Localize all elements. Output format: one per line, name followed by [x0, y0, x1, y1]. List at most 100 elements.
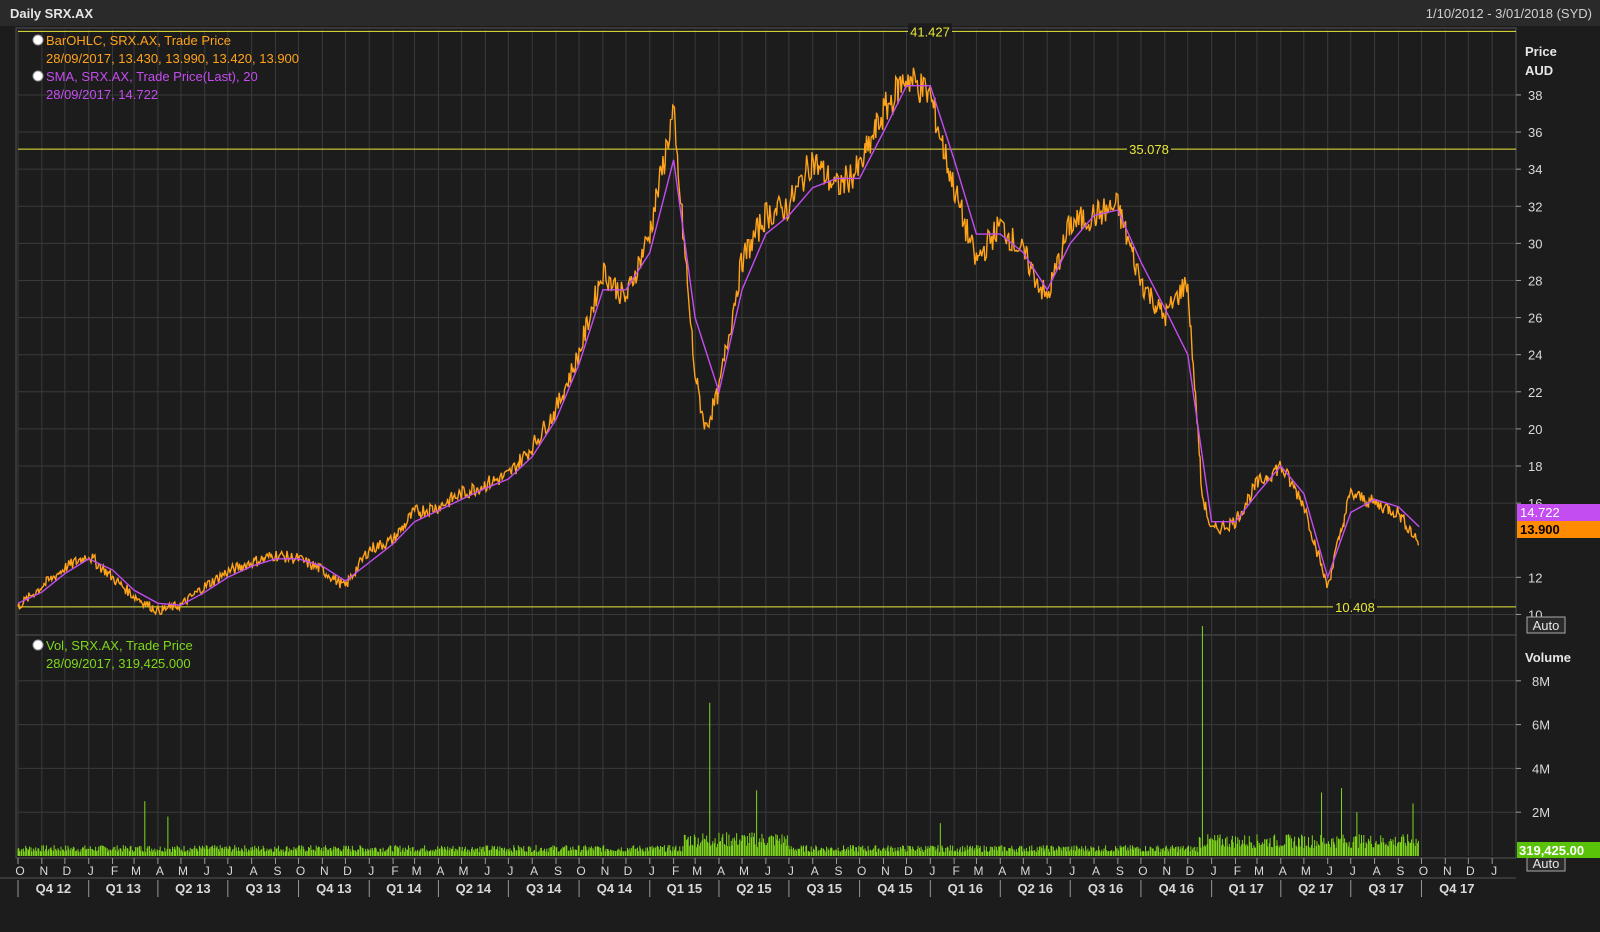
month-tick-label: A: [530, 864, 538, 878]
month-tick-label: O: [857, 864, 866, 878]
volume-bars: [17, 626, 1419, 856]
legend-toggle-icon[interactable]: [32, 639, 44, 651]
vol-legend-line1: Vol, SRX.AX, Trade Price: [46, 638, 193, 653]
reference-lines: 41.427 35.078 10.408: [18, 23, 1516, 615]
month-tick-label: F: [672, 864, 679, 878]
date-range: 1/10/2012 - 3/01/2018 (SYD): [1426, 6, 1592, 21]
quarter-tick-label: Q2 14: [456, 881, 492, 896]
month-tick-label: F: [1234, 864, 1241, 878]
month-tick-label: A: [1373, 864, 1381, 878]
quarter-tick-label: Q1 15: [667, 881, 702, 896]
month-tick-label: J: [88, 864, 94, 878]
month-tick-label: A: [811, 864, 819, 878]
sma-legend[interactable]: SMA, SRX.AX, Trade Price(Last), 20 28/09…: [32, 69, 258, 102]
price-tick-label: 20: [1528, 422, 1542, 437]
month-tick-label: M: [1254, 864, 1264, 878]
month-tick-label: A: [436, 864, 444, 878]
price-tick-label: 32: [1528, 199, 1542, 214]
quarter-tick-label: Q4 12: [36, 881, 71, 896]
price-axis-unit: AUD: [1525, 63, 1553, 78]
month-tick-label: J: [649, 864, 655, 878]
reference-label: 41.427: [910, 24, 950, 39]
month-tick-label: J: [204, 864, 210, 878]
reference-label-bg: [1127, 141, 1171, 157]
quarter-tick-label: Q3 15: [807, 881, 842, 896]
month-tick-label: A: [156, 864, 164, 878]
legend-toggle-icon[interactable]: [32, 34, 44, 46]
price-series-line: [17, 67, 1420, 616]
month-tick-label: M: [458, 864, 468, 878]
month-tick-label: J: [1046, 864, 1052, 878]
month-tick-label: D: [1466, 864, 1475, 878]
volume-tick-label: 2M: [1532, 805, 1550, 820]
sma-last-tag: 14.722: [1517, 504, 1600, 521]
quarter-tick-label: Q3 14: [526, 881, 562, 896]
reference-label-bg: [1333, 598, 1377, 614]
quarter-tick-label: Q3 16: [1088, 881, 1123, 896]
volume-auto-label: Auto: [1533, 856, 1560, 871]
sma-legend-line1: SMA, SRX.AX, Trade Price(Last), 20: [46, 69, 258, 84]
quarter-tick-label: Q2 13: [175, 881, 210, 896]
quarter-tick-label: Q3 17: [1368, 881, 1403, 896]
month-tick-label: N: [39, 864, 48, 878]
quarter-tick-label: Q2 17: [1298, 881, 1333, 896]
vol-legend-line2: 28/09/2017, 319,425.000: [46, 656, 191, 671]
reference-label-bg: [908, 23, 952, 39]
quarter-tick-label: Q4 17: [1439, 881, 1474, 896]
month-tick-label: A: [998, 864, 1006, 878]
month-tick-label: N: [1162, 864, 1171, 878]
quarter-tick-label: Q2 16: [1018, 881, 1053, 896]
header-bar: [0, 0, 1600, 26]
bar-legend-line1: BarOHLC, SRX.AX, Trade Price: [46, 33, 231, 48]
quarter-tick-label: Q4 16: [1159, 881, 1194, 896]
volume-tick-label: 8M: [1532, 674, 1550, 689]
month-tick-label: O: [576, 864, 585, 878]
quarter-tick-label: Q3 13: [245, 881, 280, 896]
month-tick-label: J: [1491, 864, 1497, 878]
price-tick-label: 28: [1528, 273, 1542, 288]
legend-toggle-icon[interactable]: [32, 70, 44, 82]
price-tick-label: 30: [1528, 236, 1542, 251]
month-tick-label: F: [952, 864, 959, 878]
month-tick-label: S: [554, 864, 562, 878]
price-tick-label: 38: [1528, 88, 1542, 103]
reference-label: 35.078: [1129, 142, 1169, 157]
month-tick-label: S: [273, 864, 281, 878]
month-tick-label: S: [1396, 864, 1404, 878]
quarter-tick-label: Q1 14: [386, 881, 422, 896]
month-tick-label: M: [973, 864, 983, 878]
volume-tick-label: 6M: [1532, 718, 1550, 733]
price-tick-label: 24: [1528, 348, 1542, 363]
month-tick-label: J: [765, 864, 771, 878]
month-tick-label: J: [1350, 864, 1356, 878]
sma-legend-line2: 28/09/2017, 14.722: [46, 87, 158, 102]
month-tick-label: N: [1443, 864, 1452, 878]
sma-last-value: 14.722: [1520, 505, 1560, 520]
bar-legend-line2: 28/09/2017, 13.430, 13.990, 13.420, 13.9…: [46, 51, 299, 66]
month-tick-label: A: [717, 864, 725, 878]
price-series: [17, 67, 1420, 616]
month-tick-label: J: [929, 864, 935, 878]
vol-legend[interactable]: Vol, SRX.AX, Trade Price 28/09/2017, 319…: [32, 638, 193, 671]
month-tick-label: M: [1301, 864, 1311, 878]
month-tick-label: M: [131, 864, 141, 878]
month-tick-label: M: [739, 864, 749, 878]
volume-last-value: 319,425.00: [1519, 843, 1584, 858]
month-tick-label: S: [835, 864, 843, 878]
price-auto-label: Auto: [1533, 618, 1560, 633]
month-tick-label: D: [1185, 864, 1194, 878]
month-tick-label: M: [178, 864, 188, 878]
volume-auto-button[interactable]: Auto: [1526, 854, 1566, 872]
price-last-tag: 13.900: [1517, 521, 1600, 538]
bar-legend[interactable]: BarOHLC, SRX.AX, Trade Price 28/09/2017,…: [32, 33, 299, 66]
reference-label: 10.408: [1335, 600, 1375, 615]
month-tick-label: A: [250, 864, 258, 878]
month-tick-label: O: [1138, 864, 1147, 878]
quarter-tick-label: Q4 15: [877, 881, 912, 896]
volume-last-tag: 319,425.00: [1517, 842, 1600, 858]
price-tick-label: 26: [1528, 311, 1542, 326]
price-auto-button[interactable]: Auto: [1526, 616, 1566, 634]
month-tick-label: S: [1116, 864, 1124, 878]
